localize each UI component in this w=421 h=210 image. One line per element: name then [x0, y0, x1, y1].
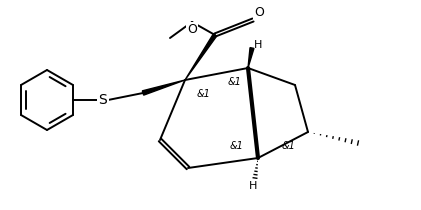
- Text: O: O: [254, 6, 264, 19]
- Polygon shape: [142, 80, 185, 95]
- Text: H: H: [254, 40, 262, 50]
- Text: &1: &1: [229, 141, 243, 151]
- Polygon shape: [185, 34, 217, 80]
- Text: H: H: [249, 181, 257, 191]
- Text: O: O: [187, 23, 197, 36]
- Polygon shape: [248, 48, 254, 68]
- Text: S: S: [99, 93, 107, 107]
- Text: &1: &1: [227, 77, 241, 87]
- Text: &1: &1: [281, 141, 295, 151]
- Text: &1: &1: [196, 89, 210, 99]
